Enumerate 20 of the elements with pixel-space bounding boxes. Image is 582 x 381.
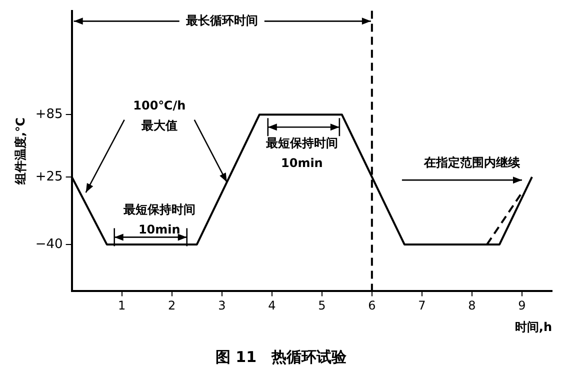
x-tick-label: 8 xyxy=(468,298,476,313)
x-tick-label: 2 xyxy=(168,298,176,313)
x-tick-label: 5 xyxy=(318,298,326,313)
annotation: 在指定范围内继续 xyxy=(422,156,521,170)
y-tick-label: +25 xyxy=(35,169,63,184)
annotation: 100℃/h 最大值 xyxy=(133,98,186,132)
text: 图 11 热循环试验 xyxy=(215,348,348,366)
x-tick-label: 6 xyxy=(368,298,376,313)
annotation: 最短保持时间 10min xyxy=(264,136,338,170)
x-tick-label: 7 xyxy=(418,298,426,313)
x-axis-title: 时间,h xyxy=(514,320,552,334)
y-tick-label: −40 xyxy=(35,236,63,252)
annotation: 最长循环时间 xyxy=(184,13,258,28)
x-tick-label: 1 xyxy=(118,298,126,313)
x-tick-label: 3 xyxy=(218,298,226,313)
y-axis-title: 组件温度,℃ xyxy=(13,117,28,186)
x-tick-label: 9 xyxy=(518,298,526,313)
x-tick-label: 4 xyxy=(268,298,276,313)
annotation: 最短保持时间 10min xyxy=(122,202,196,236)
y-tick-label: +85 xyxy=(35,107,63,122)
